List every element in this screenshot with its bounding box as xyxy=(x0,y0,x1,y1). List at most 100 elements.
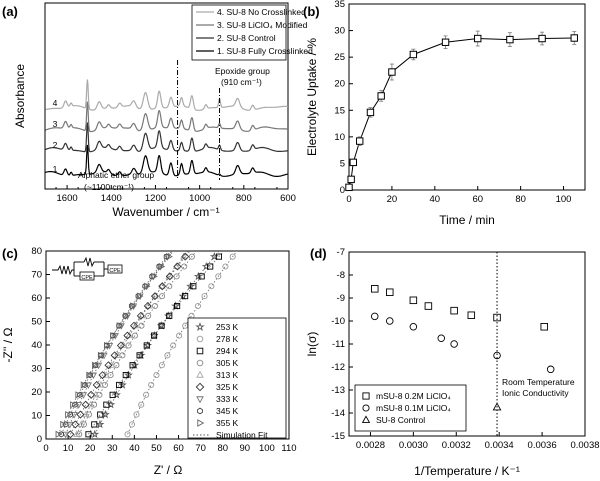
legend-marker-3 xyxy=(196,347,204,355)
nyquist-point xyxy=(130,360,140,369)
nyquist-point xyxy=(158,362,165,369)
spectrum-line-3 xyxy=(45,101,289,133)
nyquist-point xyxy=(133,411,140,418)
arrhenius-point-1 xyxy=(370,285,379,293)
trace-number-1: 1 xyxy=(53,164,58,174)
legend-entry: 325 K xyxy=(216,382,239,392)
uptake-point xyxy=(349,158,357,167)
nyquist-point xyxy=(138,322,145,329)
uptake-point xyxy=(366,108,375,117)
panel-d-y-tick-label: -7 xyxy=(337,247,345,258)
nyquist-point xyxy=(73,430,81,437)
panel-c-x-tick-label: 50 xyxy=(151,443,162,454)
nyquist-point xyxy=(125,342,132,349)
panel-d-data xyxy=(370,285,555,411)
legend-entry: 294 K xyxy=(216,346,239,356)
arrhenius-point-1 xyxy=(424,302,433,310)
panel-d-y-tick-label: -12 xyxy=(331,362,345,373)
nyquist-point xyxy=(143,342,150,349)
cpe-element-2 xyxy=(107,264,123,274)
panel-a-legend: 4. SU-8 No Crosslinked 3. SU-8 LiClO₄ Mod… xyxy=(196,7,313,56)
arrhenius-point-1 xyxy=(493,313,501,322)
panel-c-x-tick-label: 80 xyxy=(217,443,228,454)
panel-d-x-tick-label: 0.0030 xyxy=(399,440,428,451)
nyquist-point xyxy=(215,273,222,280)
arrhenius-point-1 xyxy=(386,288,394,297)
panel-a-y-label: Absorbance xyxy=(13,64,27,128)
legend-entry: 1. SU-8 Fully Crosslinked xyxy=(217,46,313,56)
nyquist-point xyxy=(110,351,119,360)
fit-line-8 xyxy=(60,251,172,435)
legend-entry: 333 K xyxy=(216,394,239,404)
nyquist-point xyxy=(65,410,72,419)
nyquist-point xyxy=(122,372,129,379)
panel-c-y-tick-label: 0 xyxy=(37,434,42,445)
legend-marker-5 xyxy=(196,370,204,378)
nyquist-point xyxy=(143,301,152,311)
nyquist-point xyxy=(201,261,211,271)
arrhenius-point-2 xyxy=(493,351,501,360)
nyquist-point xyxy=(131,332,138,339)
panel-b-x-tick-label: 100 xyxy=(556,194,572,205)
nyquist-point xyxy=(151,332,158,339)
legend-entry: 253 K xyxy=(216,322,239,332)
legend-entry: 4. SU-8 No Crosslinked xyxy=(217,7,306,17)
nyquist-point xyxy=(172,244,177,249)
fit-line-3 xyxy=(88,251,225,435)
panel-d-y-tick-label: -14 xyxy=(331,408,345,419)
resistor-icon xyxy=(52,264,74,276)
panel-c-x-tick-label: 100 xyxy=(259,443,275,454)
nyquist-point xyxy=(166,253,173,261)
panel-a-x-tick-label: 1200 xyxy=(145,193,166,204)
panel-c-y-tick-label: 60 xyxy=(31,293,42,304)
nyquist-point xyxy=(77,420,85,427)
nyquist-point xyxy=(98,371,107,380)
nyquist-point xyxy=(85,431,92,438)
nyquist-point xyxy=(111,333,119,340)
panel-b-frame xyxy=(348,3,586,191)
nyquist-point xyxy=(116,381,123,389)
legend-marker-9 xyxy=(197,419,205,427)
nyquist-point xyxy=(182,293,189,300)
panel-c-y-tick-label: 70 xyxy=(31,270,42,281)
circuit-diagram: CPE CPE xyxy=(52,256,123,281)
nyquist-point xyxy=(151,292,159,299)
nyquist-point xyxy=(143,391,150,398)
fit-line-6 xyxy=(70,251,191,435)
trace-number-2: 2 xyxy=(53,140,58,150)
arrhenius-point-2 xyxy=(370,312,379,321)
panel-c-x-tick-label: 90 xyxy=(240,443,251,454)
panel-a-x-tick-label: 800 xyxy=(236,193,252,204)
nyquist-point xyxy=(158,282,167,291)
nyquist-point xyxy=(103,341,111,350)
nyquist-point xyxy=(92,362,99,369)
nyquist-point xyxy=(76,431,83,438)
nyquist-point xyxy=(123,312,130,320)
nyquist-point xyxy=(144,301,153,309)
nyquist-point xyxy=(91,421,98,428)
nyquist-point xyxy=(172,245,178,250)
nyquist-point xyxy=(87,390,96,399)
panel-d-y-tick-label: -11 xyxy=(332,339,345,350)
panel-d-y-tick-label: -10 xyxy=(331,316,345,327)
legend-marker-8 xyxy=(197,407,203,415)
nyquist-point xyxy=(116,341,125,350)
panel-b-label: (b) xyxy=(303,4,320,19)
arrhenius-point-2 xyxy=(450,340,458,348)
nyquist-point xyxy=(175,244,180,250)
nyquist-point xyxy=(60,420,67,429)
nyquist-point xyxy=(97,351,105,359)
trace-number-3: 3 xyxy=(53,119,58,129)
panel-a: (a) 1600 1400 1200 1000 800 600 4. SU-8 No Cr… xyxy=(2,2,313,219)
panel-b-x-tick-label: 20 xyxy=(387,194,398,205)
panel-b-x-label: Time / min xyxy=(439,213,495,227)
arrhenius-point-2 xyxy=(386,317,394,325)
nyquist-point xyxy=(145,312,152,319)
panel-c-y-label: -Z'' / Ω xyxy=(1,328,15,363)
epoxide-annotation-line1: Epoxide group xyxy=(215,66,270,76)
panel-c-legend-box xyxy=(187,317,287,439)
uptake-point xyxy=(538,34,546,43)
arrhenius-point-1 xyxy=(540,323,548,331)
legend-marker-2 xyxy=(362,404,370,412)
nyquist-point xyxy=(87,371,93,379)
